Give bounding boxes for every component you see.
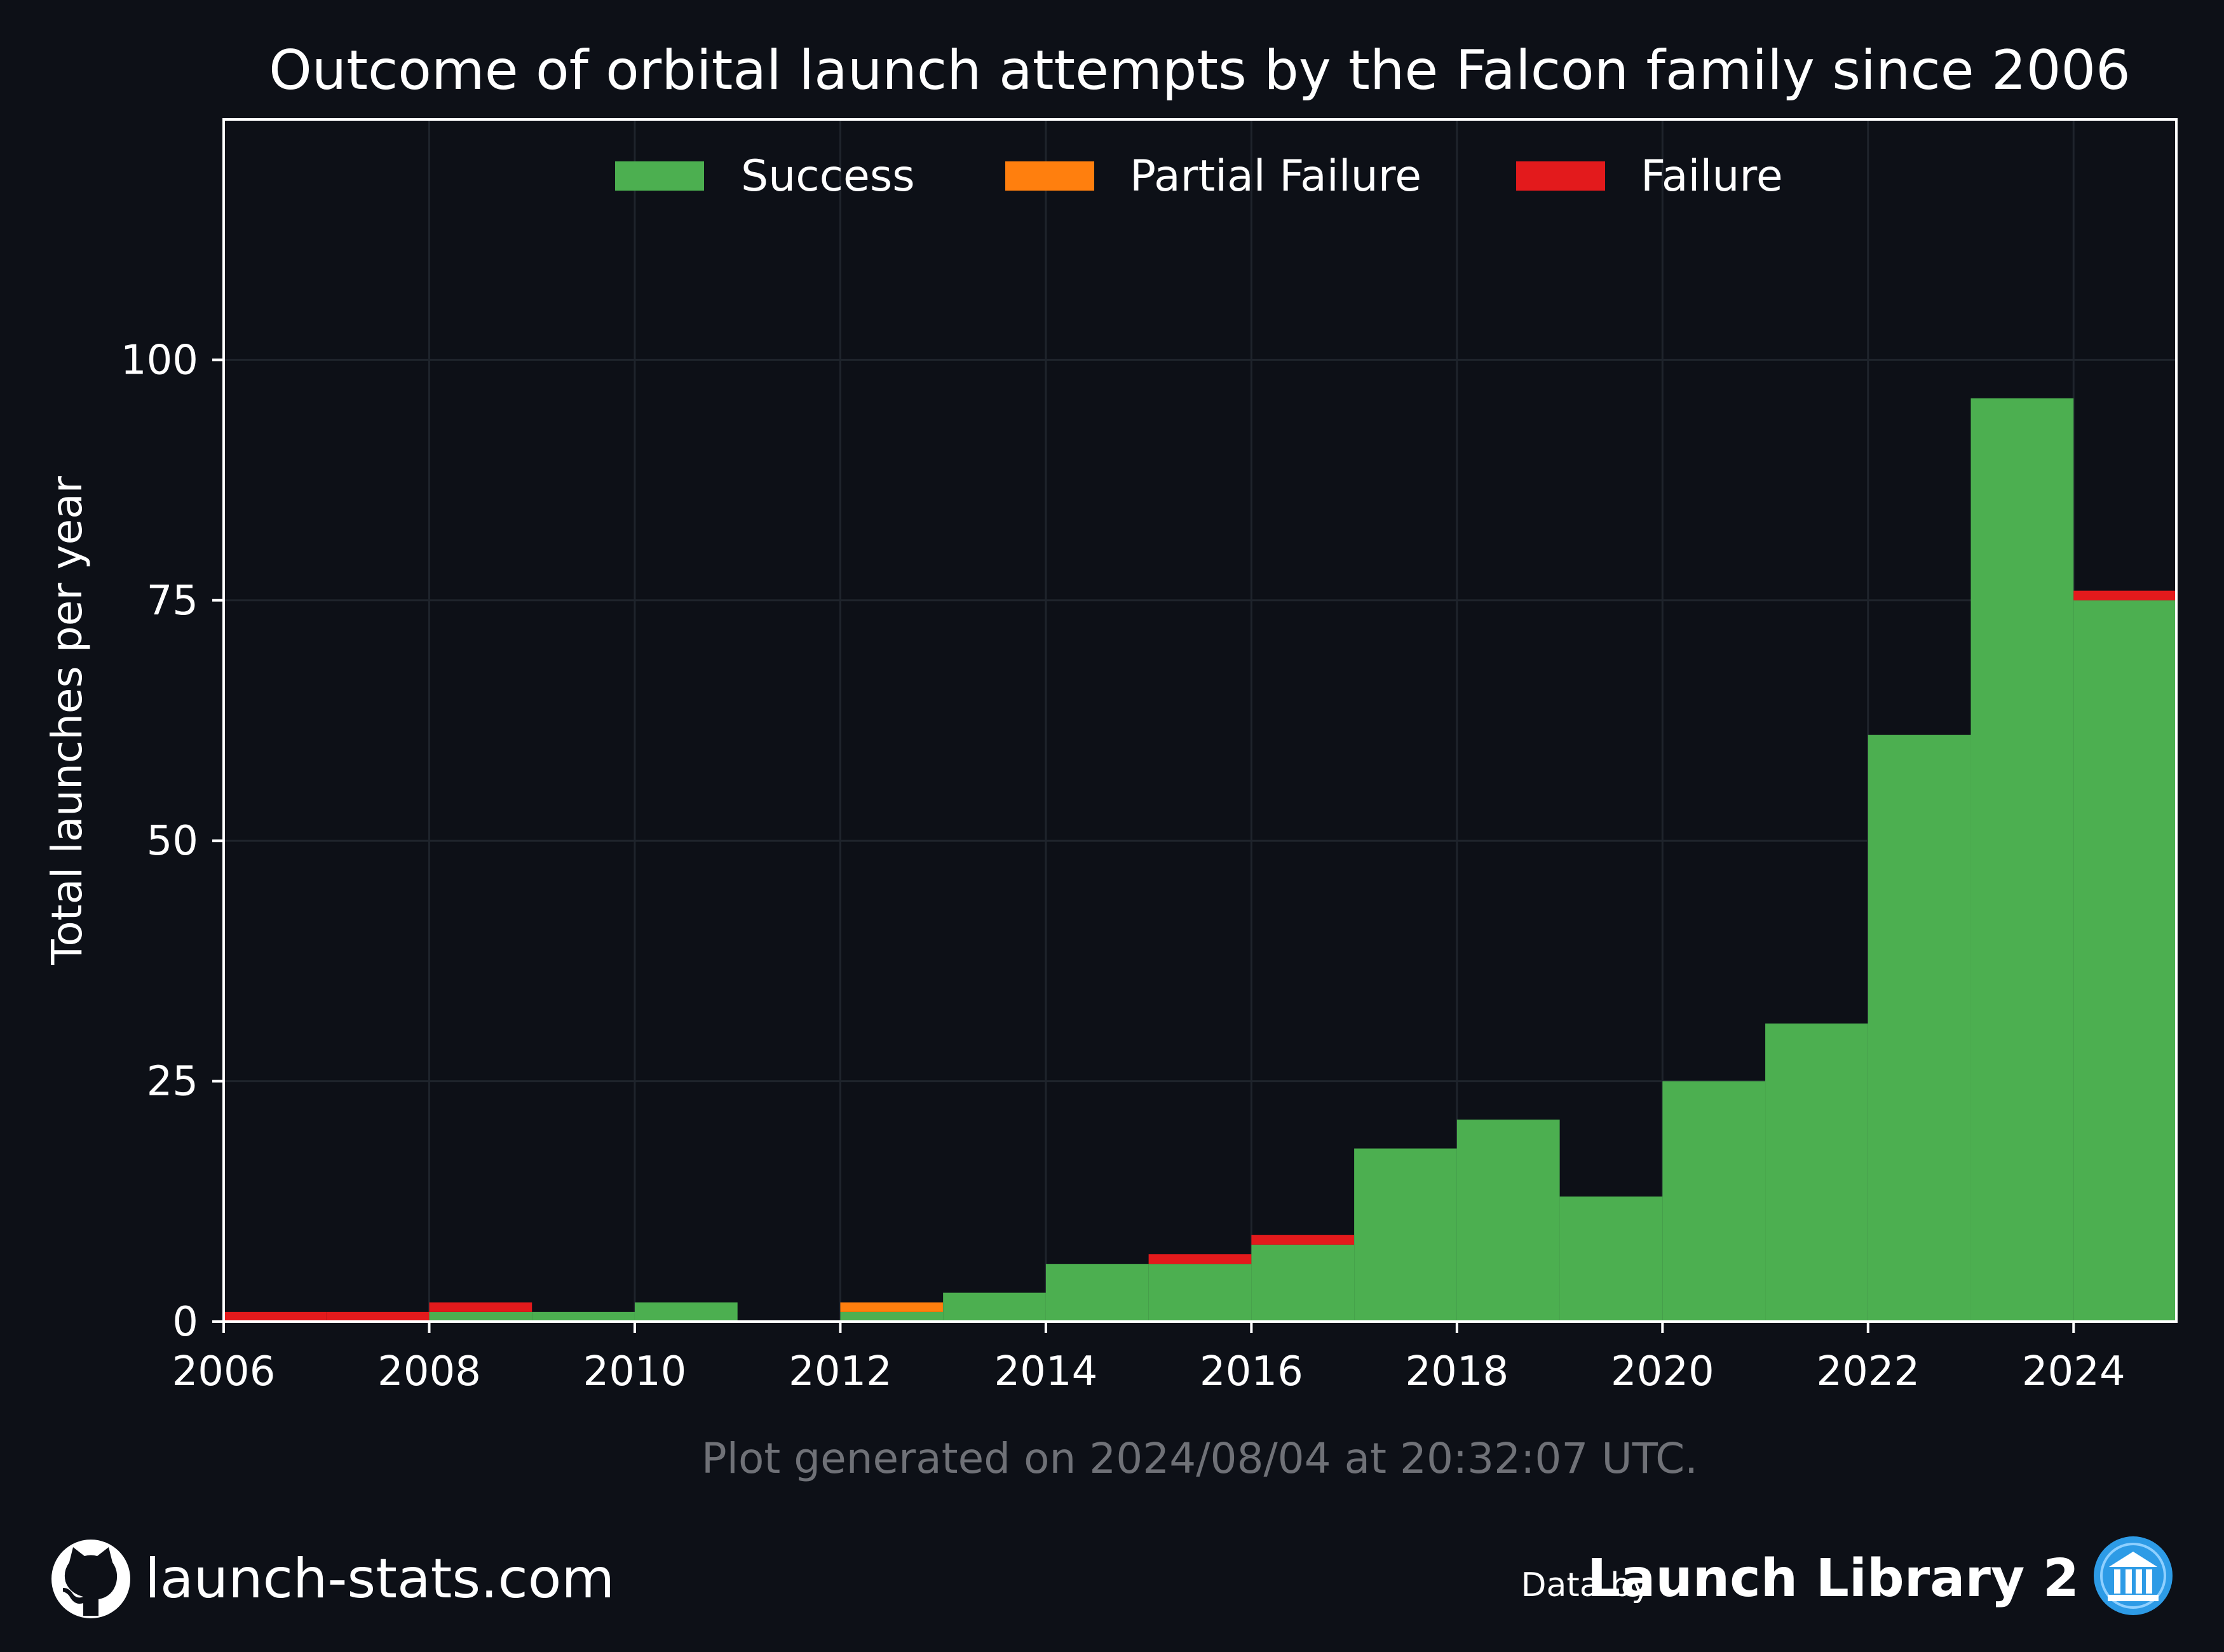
bar-partial-failure-2012 [840, 1302, 944, 1312]
bar-success-2021 [1765, 1023, 1868, 1322]
bar-success-2016 [1251, 1244, 1355, 1322]
x-tick-label-2006: 2006 [172, 1348, 276, 1395]
generated-note: Plot generated on 2024/08/04 at 20:32:07… [702, 1434, 1698, 1483]
bar-success-2015 [1148, 1264, 1252, 1322]
bar-failure-2006 [224, 1311, 327, 1322]
y-tick-label-50: 50 [147, 818, 198, 865]
bar-success-2012 [840, 1311, 944, 1322]
x-tick-label-2014: 2014 [994, 1348, 1097, 1395]
y-tick-label-75: 75 [147, 578, 198, 625]
y-tick-label-25: 25 [147, 1059, 198, 1106]
legend: Success Partial Failure Failure [615, 151, 1783, 201]
source-name: Launch Library 2 [1587, 1548, 2079, 1609]
legend-swatch-success [615, 161, 704, 191]
bar-success-2022 [1868, 735, 1971, 1322]
bar-success-2018 [1456, 1120, 1560, 1322]
bar-success-2014 [1045, 1264, 1149, 1322]
x-tick-label-2024: 2024 [2022, 1348, 2126, 1395]
bar-failure-2024 [2073, 590, 2176, 600]
axis-ticks: 2006 2008 2010 2012 2014 2016 2018 2020 2022 2024… [121, 337, 2126, 1395]
x-tick-label-2016: 2016 [1200, 1348, 1303, 1395]
x-tick-label-2018: 2018 [1405, 1348, 1509, 1395]
legend-label-success: Success [741, 151, 915, 201]
x-tick-label-2008: 2008 [377, 1348, 481, 1395]
bar-failure-2007 [326, 1311, 430, 1322]
data-by-label: Data by [1521, 1566, 1651, 1604]
legend-swatch-partial-failure [1005, 161, 1094, 191]
bar-success-2017 [1354, 1148, 1457, 1322]
legend-label-failure: Failure [1641, 151, 1783, 201]
bar-success-2020 [1662, 1081, 1766, 1322]
bar-success-2023 [1970, 398, 2074, 1322]
x-tick-label-2012: 2012 [789, 1348, 892, 1395]
y-tick-label-100: 100 [121, 337, 198, 384]
y-tick-label-0: 0 [172, 1299, 198, 1346]
bar-failure-2016 [1251, 1235, 1355, 1245]
bars [224, 398, 2176, 1322]
legend-label-partial-failure: Partial Failure [1130, 151, 1421, 201]
bar-failure-2015 [1148, 1254, 1252, 1264]
bar-success-2010 [634, 1302, 738, 1322]
y-axis-label: Total launches per year [43, 475, 92, 965]
bar-success-2009 [532, 1311, 635, 1322]
bar-success-2024 [2073, 600, 2176, 1322]
x-tick-label-2020: 2020 [1611, 1348, 1714, 1395]
x-tick-label-2010: 2010 [583, 1348, 687, 1395]
bar-success-2013 [943, 1292, 1046, 1322]
bar-failure-2008 [429, 1302, 532, 1312]
launch-library-icon [2094, 1536, 2173, 1615]
legend-swatch-failure [1516, 161, 1605, 191]
bar-success-2008 [429, 1311, 532, 1322]
chart-title: Outcome of orbital launch attempts by th… [269, 39, 2131, 102]
site-link[interactable]: launch-stats.com [145, 1547, 614, 1611]
github-icon[interactable] [51, 1540, 130, 1618]
x-tick-label-2022: 2022 [1816, 1348, 1920, 1395]
plot-frame [222, 118, 2178, 1323]
bar-success-2019 [1559, 1196, 1663, 1322]
